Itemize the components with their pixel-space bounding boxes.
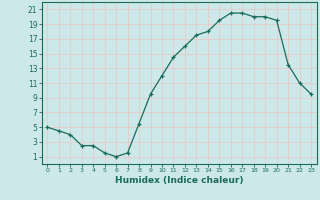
X-axis label: Humidex (Indice chaleur): Humidex (Indice chaleur) xyxy=(115,176,244,185)
